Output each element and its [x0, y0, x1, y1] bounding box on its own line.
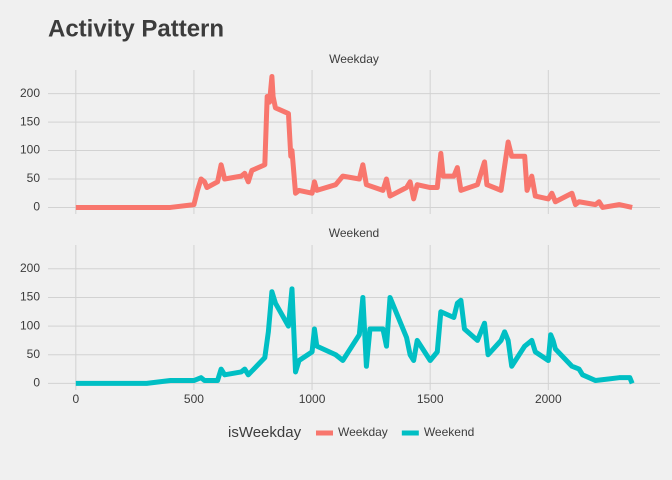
- y-tick-label: 50: [27, 347, 41, 361]
- x-tick-label: 2000: [535, 392, 562, 406]
- y-tick-label: 50: [27, 171, 41, 185]
- facet-label: Weekday: [329, 52, 379, 66]
- x-tick-label: 1000: [299, 392, 326, 406]
- y-tick-label: 150: [20, 114, 40, 128]
- data-line: [75, 74, 633, 210]
- y-tick-label: 200: [20, 261, 40, 275]
- y-tick-label: 100: [20, 318, 40, 332]
- x-tick-label: 0: [72, 392, 79, 406]
- x-tick-label: 500: [184, 392, 204, 406]
- y-tick-label: 200: [20, 86, 40, 100]
- x-tick-label: 1500: [417, 392, 444, 406]
- legend-title: isWeekday: [228, 424, 302, 441]
- data-line: [75, 286, 635, 386]
- y-tick-label: 0: [33, 376, 40, 390]
- y-tick-label: 100: [20, 143, 40, 157]
- y-tick-label: 0: [33, 200, 40, 214]
- facet-label: Weekend: [329, 226, 379, 240]
- legend-label: Weekend: [424, 425, 474, 439]
- chart-title: Activity Pattern: [48, 15, 224, 42]
- legend-label: Weekday: [338, 425, 388, 439]
- y-tick-label: 150: [20, 290, 40, 304]
